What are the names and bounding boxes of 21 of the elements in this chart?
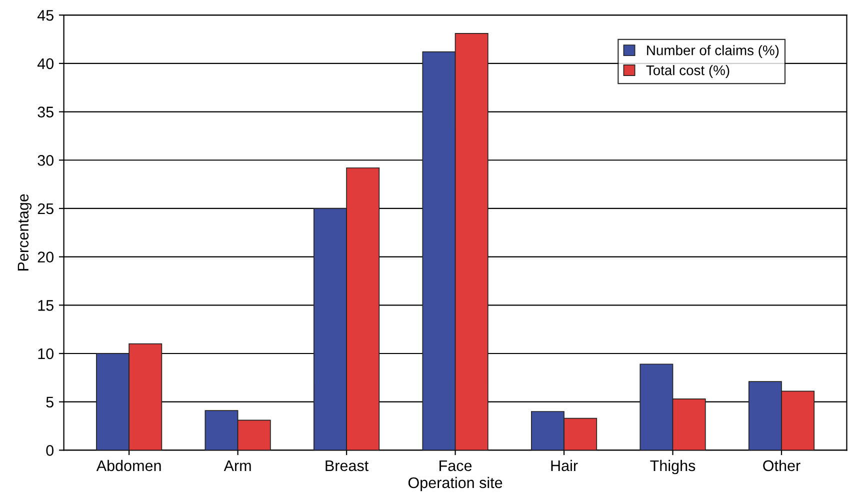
x-axis-title: Operation site — [408, 476, 502, 492]
y-tick-label: 35 — [38, 106, 54, 118]
y-tick-label: 15 — [38, 300, 54, 311]
x-tick-label: Other — [763, 460, 800, 472]
y-tick-label: 25 — [38, 203, 54, 214]
legend-label: Number of claims (%) — [647, 45, 779, 58]
x-tick-label: Abdomen — [96, 460, 161, 472]
y-tick-label: 45 — [37, 10, 54, 21]
y-tick-label: 10 — [38, 348, 54, 360]
x-tick-label: Arm — [224, 460, 251, 471]
y-axis-title: Percentage — [18, 194, 32, 270]
y-tick-label: 30 — [38, 154, 54, 166]
legend-label: Total cost (%) — [646, 65, 730, 78]
y-tick-label: 20 — [38, 252, 54, 262]
y-tick-label: 0 — [46, 445, 54, 456]
y-tick-label: 5 — [46, 396, 54, 408]
x-tick-label: Breast — [326, 460, 369, 472]
x-tick-label: Face — [440, 460, 472, 472]
x-tick-label: Hair — [551, 460, 578, 472]
x-tick-label: Thighs — [650, 460, 696, 474]
y-tick-label: 40 — [37, 58, 54, 70]
